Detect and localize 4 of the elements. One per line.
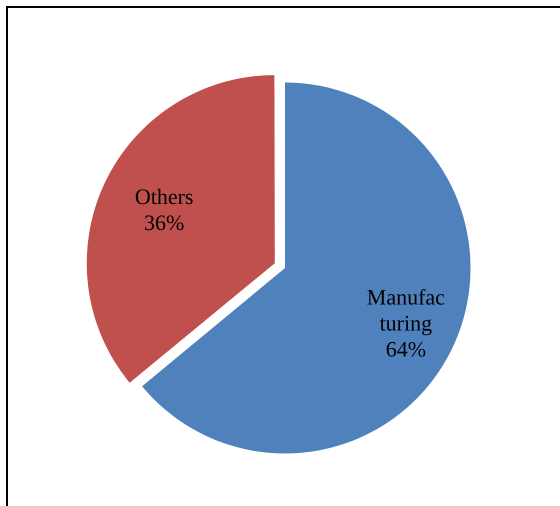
slice-label: Others (134, 184, 194, 209)
data-label: 36% (144, 210, 184, 235)
slice-label: Manufacturing (366, 284, 446, 336)
data-label: 64% (386, 336, 426, 362)
